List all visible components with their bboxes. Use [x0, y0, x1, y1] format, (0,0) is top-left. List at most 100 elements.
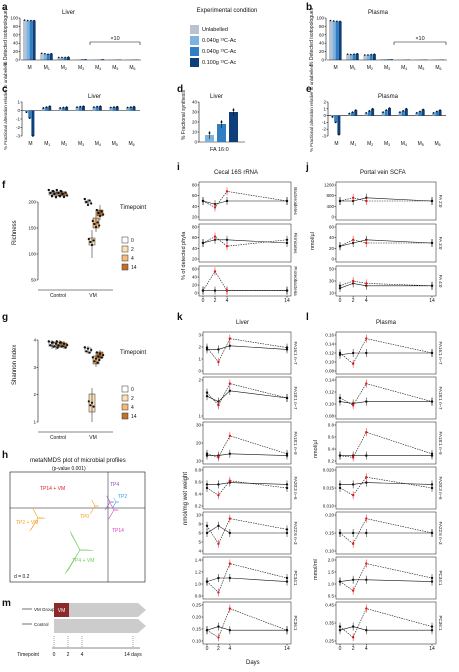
panel-b-title: Plasma	[368, 10, 389, 16]
panel-l-row2-tick-label: 0.08	[325, 414, 334, 419]
panel-f-point	[53, 192, 56, 196]
panel-b-bar	[329, 20, 332, 60]
panel-g-point	[90, 401, 94, 404]
panel-i-row2-point	[225, 245, 229, 248]
panel-b-xtick-label: M2	[367, 65, 373, 71]
panel-i-row3-tick-label: 40	[192, 275, 198, 280]
panel-d-point	[220, 121, 223, 123]
panel-e-y-tick-label: -2	[322, 127, 326, 132]
panel-a-bar	[26, 20, 30, 60]
panel-j-row1-point	[430, 199, 434, 203]
panel-c-point	[28, 117, 31, 120]
panel-l-row3-point	[430, 452, 434, 455]
panel-f-legend-label: 4	[131, 256, 134, 262]
panel-c-bar	[31, 110, 35, 136]
panel-a-xtick-label: M1	[44, 65, 50, 71]
panel-k-row2-point	[205, 391, 209, 394]
panel-b-y-tick-label: 80	[319, 24, 325, 29]
panel-l-row3-row-label: FA18:1 n–9	[438, 431, 443, 455]
panel-h-spider	[113, 497, 117, 503]
panel-l-row4-line	[340, 482, 433, 485]
panel-j-row2-line	[339, 239, 432, 247]
panel-l-row1-point	[351, 351, 355, 355]
panel-g-point	[64, 346, 67, 349]
panel-k-row4-point	[228, 479, 232, 482]
panel-a-y-tick-label: 0	[15, 58, 18, 63]
panel-k-row4-point	[205, 486, 209, 490]
panel-b-y-tick-label: 100	[316, 16, 324, 21]
panel-c-point	[62, 106, 65, 109]
panel-i-row1-point	[285, 199, 289, 203]
panel-j-row3-xtick-label: 4	[365, 298, 368, 304]
panel-i-row1-tick-label: 20	[192, 215, 198, 220]
panel-k-row5-tick-label: 10	[196, 513, 202, 518]
panel-i-row3-point	[201, 289, 205, 292]
panel-b-point	[350, 53, 352, 56]
panel-c-bar	[81, 106, 85, 111]
panel-l-row4-point	[351, 494, 355, 497]
panel-l-row1-point	[351, 362, 355, 365]
panel-l-row5-point	[365, 531, 368, 535]
panel-a-y-tick-label: 40	[13, 41, 19, 46]
panel-l-row7-xtick-label: 14	[429, 646, 435, 652]
panel-k-row6-point	[205, 580, 209, 583]
panel-k-row5-point	[205, 531, 209, 535]
panel-e-bar	[337, 115, 341, 135]
panel-f-point	[50, 194, 54, 198]
panel-l-row6-point	[365, 562, 368, 565]
panel-e-point	[388, 107, 391, 110]
panel-k-row5-point	[217, 542, 220, 545]
panel-k-row7-xtick-label: 0	[206, 646, 209, 652]
panel-g-legend-label: 14	[131, 414, 137, 420]
panel-f-point	[49, 191, 52, 195]
panel-c-bar	[61, 107, 65, 111]
panel-d-point	[232, 109, 235, 111]
panel-j-row3-point	[351, 279, 355, 283]
panel-h-spider	[91, 499, 96, 507]
panel-j-row3-line	[339, 280, 433, 287]
panel-h-label: TP14 + VM	[40, 486, 65, 492]
panel-e-point	[382, 111, 384, 114]
panel-e-point	[419, 110, 421, 113]
panel-k-row5-tick-label: 4	[198, 549, 201, 554]
panel-h-chart: TP14 + VM TP2 + VM TP0 TP4 TP2 TP14 TP4 + VM d …	[9, 471, 146, 583]
panel-g-legend-title: Timepoint	[120, 350, 147, 356]
panel-e-bar	[432, 112, 436, 116]
panel-c-xtick-label: M6	[129, 141, 135, 147]
panel-a-bar	[40, 53, 44, 60]
panel-h-frame	[9, 471, 146, 583]
panel-l-row2-point	[430, 400, 434, 403]
panel-c-bar	[41, 107, 45, 111]
panel-k-row6-tick-label: 1.2	[195, 570, 202, 575]
panel-m-day: 14 days	[124, 652, 142, 658]
panel-e-xtick-label: M6	[435, 141, 441, 147]
panel-j-row3-tick-label: 30	[329, 279, 335, 284]
panel-j-row1-frame	[335, 181, 437, 221]
panel-b-bar	[369, 54, 373, 60]
panel-l-row3-tick-label: 0.8	[328, 423, 335, 428]
panel-k-row2-point	[228, 382, 232, 385]
panel-a-point	[30, 19, 32, 22]
panel-b-bar	[338, 21, 342, 60]
legend-item-c2: 0.040g ¹³C-Ac	[190, 47, 236, 56]
panel-l-row2-tick-label: 0.12	[325, 390, 334, 395]
panel-b-bar	[349, 54, 353, 60]
panel-h-label: TP2 + VM	[16, 520, 38, 526]
panel-j-row3-point	[365, 282, 368, 285]
panel-g-legend-swatch	[121, 394, 129, 402]
swatch-icon	[190, 47, 199, 56]
panel-k-row1-point	[217, 348, 220, 351]
panel-c-chart: 1 0 -1 -2 -3 M M1 M2 M3 M4 M5 M6	[16, 100, 140, 147]
panel-f-point	[86, 203, 90, 207]
panel-k-row4-tick-label: 0.4	[195, 492, 202, 497]
panel-f-legend-label: 2	[131, 247, 134, 253]
panel-i-row1-frame	[198, 181, 292, 221]
panel-l-row1-point	[430, 351, 434, 355]
panel-k-row3-point	[205, 452, 209, 455]
panel-l-row7-point	[338, 625, 342, 628]
panel-f-point	[64, 191, 67, 194]
panel-g-point	[56, 346, 59, 349]
panel-l-row4-tick-label: 0.015	[323, 486, 335, 491]
panel-l-row7-xtick-label: 4	[365, 646, 368, 652]
panel-b-bar	[372, 54, 376, 60]
